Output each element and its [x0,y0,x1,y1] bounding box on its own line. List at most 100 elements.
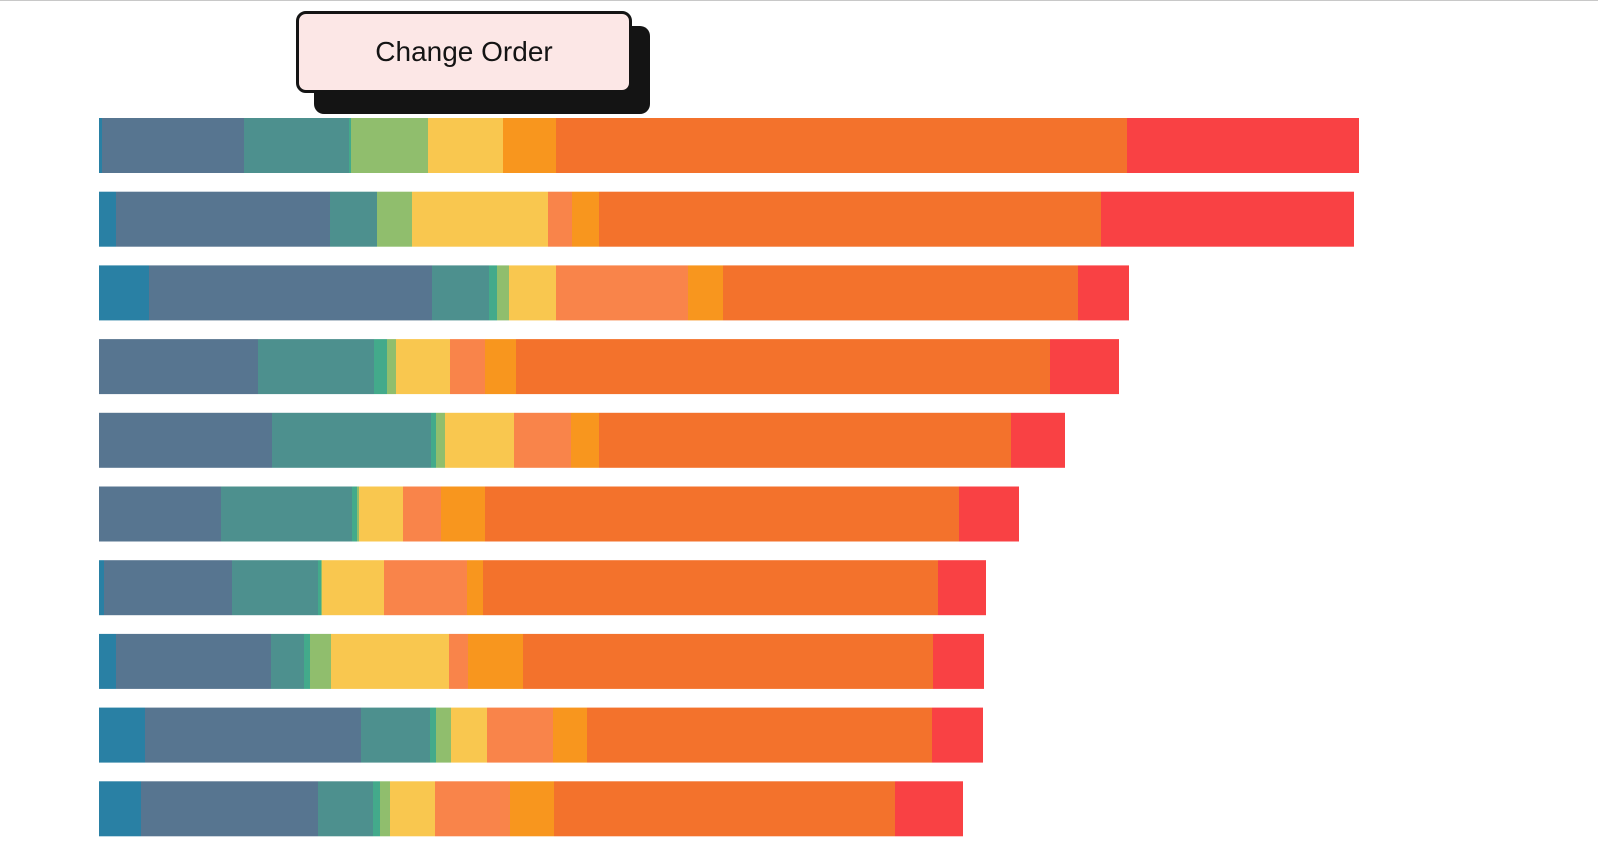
bar-segment [571,412,599,468]
bar-segment [432,265,489,321]
bar-segment [258,339,374,395]
bar-segment [599,412,1011,468]
bar-segment [232,560,318,616]
bar-segment [99,781,141,837]
bar-segment [895,781,963,837]
bar-segment [436,412,445,468]
bar-segment [516,339,1050,395]
bar-row [99,191,1354,247]
bar-segment [359,486,403,542]
bar-segment [116,633,271,689]
bar-segment [351,118,428,173]
bar-segment [435,781,510,837]
bar-segment [403,486,441,542]
bar-segment [396,339,450,395]
bar-segment [556,118,1127,173]
bar-segment [441,486,485,542]
bar-segment [959,486,1019,542]
bar-segment [322,560,384,616]
bar-segment [572,191,599,247]
bar-segment [932,707,983,763]
bar-segment [933,633,984,689]
bar-segment [450,339,485,395]
bar-segment [485,486,959,542]
bar-segment [467,560,483,616]
top-divider [0,0,1598,1]
bar-segment [361,707,430,763]
bar-segment [497,265,509,321]
bar-row [99,412,1065,468]
bar-segment [104,560,232,616]
bar-segment [468,633,523,689]
bar-segment [99,265,149,321]
bar-segment [436,707,451,763]
bar-segment [430,707,436,763]
bar-segment [1127,118,1359,173]
bar-segment [489,265,497,321]
bar-segment [384,560,467,616]
bar-row [99,486,1019,542]
bar-segment [99,707,145,763]
bar-segment [514,412,571,468]
bar-segment [330,191,377,247]
bar-segment [431,412,436,468]
bar-segment [387,339,396,395]
bar-segment [1011,412,1065,468]
bar-segment [116,191,330,247]
bar-segment [451,707,487,763]
bar-segment [102,118,244,173]
bar-segment [483,560,938,616]
bar-row [99,339,1119,395]
bar-segment [1078,265,1129,321]
bar-segment [310,633,331,689]
bar-segment [221,486,352,542]
bar-segment [374,339,387,395]
bar-segment [390,781,435,837]
bar-segment [485,339,516,395]
bar-segment [554,781,895,837]
bar-segment [349,118,351,173]
bar-segment [428,118,503,173]
bar-segment [688,265,723,321]
bar-segment [523,633,933,689]
bar-segment [1101,191,1354,247]
bar-segment [99,191,116,247]
bar-segment [503,118,556,173]
bar-segment [318,781,373,837]
bar-segment [321,560,322,616]
bar-segment [99,486,221,542]
bar-segment [556,265,688,321]
bar-segment [377,191,412,247]
bar-segment [938,560,986,616]
bar-segment [244,118,349,173]
bar-segment [357,486,359,542]
bar-segment [599,191,1101,247]
bar-segment [271,633,304,689]
bar-segment [352,486,357,542]
bar-row [99,560,986,616]
bar-segment [145,707,361,763]
bar-segment [99,412,272,468]
bar-segment [318,560,321,616]
bar-segment [509,265,556,321]
bar-segment [587,707,932,763]
bar-segment [487,707,553,763]
bar-row [99,633,984,689]
bar-row [99,781,963,837]
bar-segment [380,781,390,837]
bar-segment [304,633,310,689]
bar-segment [723,265,1078,321]
bar-row [99,707,983,763]
bar-segment [412,191,548,247]
bar-segment [445,412,514,468]
change-order-button[interactable]: Change Order [296,11,632,93]
bar-segment [141,781,318,837]
bar-segment [149,265,432,321]
bar-segment [373,781,380,837]
bar-segment [99,118,102,173]
bar-segment [99,633,116,689]
bar-row [99,118,1359,173]
bar-segment [99,339,258,395]
bar-segment [548,191,572,247]
